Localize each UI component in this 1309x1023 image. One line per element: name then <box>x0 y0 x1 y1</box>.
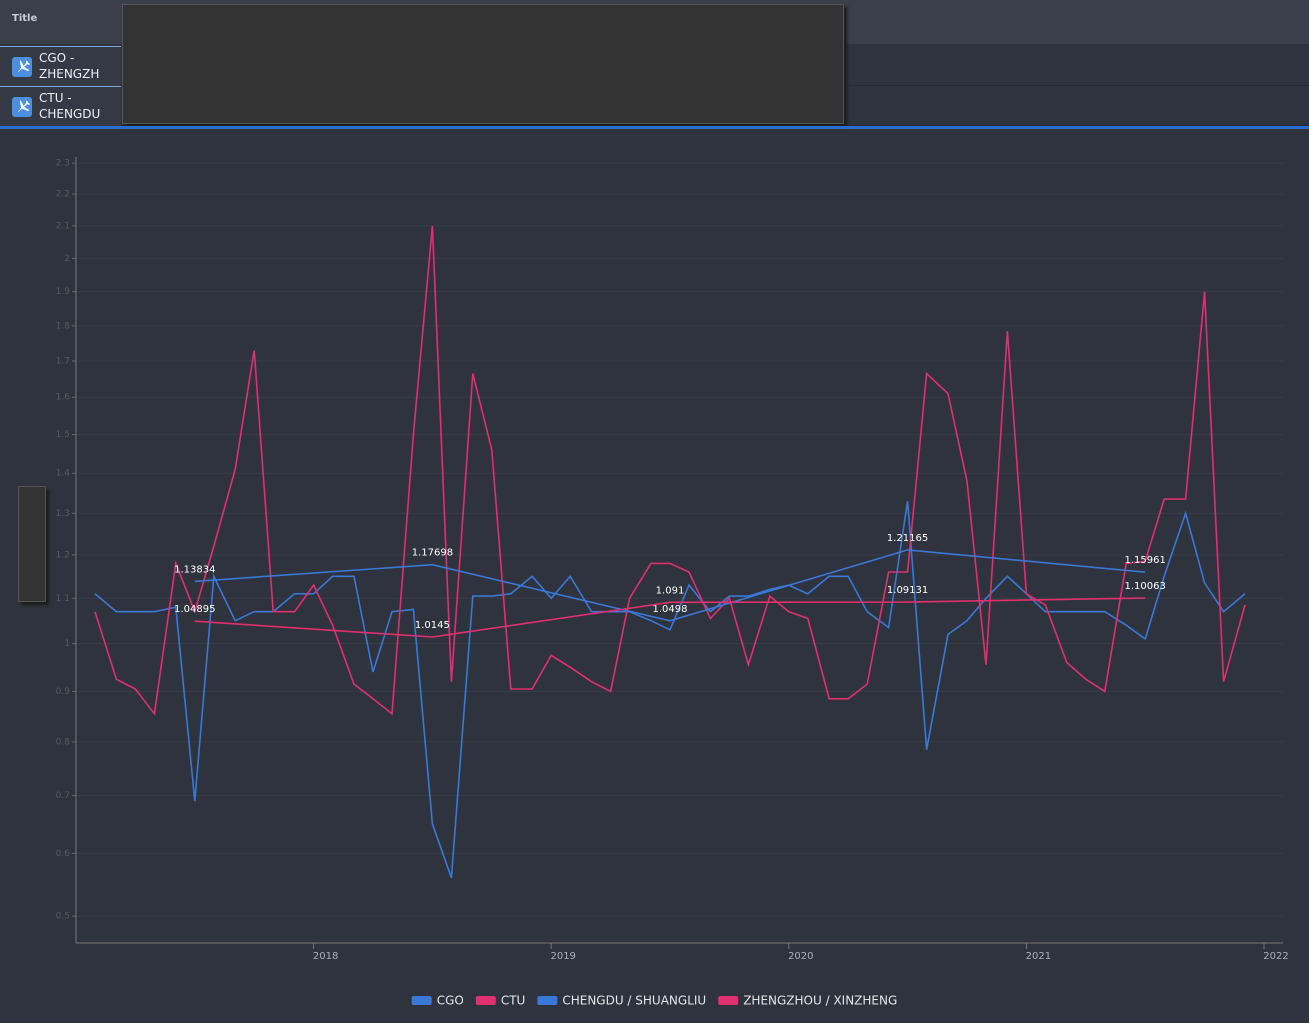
y-tick-label: 0.9 <box>56 687 71 697</box>
legend-swatch <box>475 996 496 1005</box>
x-tick-label: 2021 <box>1026 951 1051 962</box>
row-cell[interactable]: CTU - CHENGDU <box>0 86 121 126</box>
series-line <box>94 500 1246 879</box>
x-tick-label: 2022 <box>1263 951 1288 962</box>
series-line <box>194 597 1146 638</box>
legend-label: CTU <box>501 994 526 1008</box>
legend-label: ZHENGZHOU / XINZHENG <box>743 994 897 1008</box>
row[interactable]: CTU - CHENGDU <box>0 86 1309 126</box>
plane-icon <box>12 97 32 117</box>
y-tick-label: 2.3 <box>56 159 70 169</box>
data-label: 1.09131 <box>887 585 928 596</box>
y-tick-label: 1.5 <box>56 430 70 440</box>
row-label: CTU - CHENGDU <box>39 91 101 121</box>
y-tick-label: 0.7 <box>56 791 70 801</box>
x-tick-label: 2018 <box>313 951 338 962</box>
data-label: 1.10063 <box>1125 581 1166 592</box>
y-tick-label: 1.3 <box>56 509 70 519</box>
popup <box>122 4 844 124</box>
y-tick-label: 0.8 <box>56 737 71 747</box>
y-tick-label: 1.2 <box>56 550 70 560</box>
y-tick-label: 1.6 <box>56 393 71 403</box>
y-tick-label: 2.1 <box>56 221 70 231</box>
data-label: 1.13834 <box>174 564 215 575</box>
y-tick-label: 1.7 <box>56 357 70 367</box>
data-label: 1.15961 <box>1125 555 1166 566</box>
series-line <box>194 549 1146 622</box>
legend-label: CGO <box>437 994 464 1008</box>
y-tick-label: 2.2 <box>56 190 70 200</box>
data-label: 1.091 <box>656 585 685 596</box>
legend-swatch <box>537 996 558 1005</box>
series-line <box>94 225 1246 716</box>
y-tick-label: 1 <box>64 639 70 649</box>
row-label: CGO - ZHENGZH <box>39 51 100 81</box>
y-tick-label: 1.4 <box>56 469 71 479</box>
data-label: 1.0498 <box>652 604 687 615</box>
y-tick-label: 2 <box>64 254 70 264</box>
x-tick-label: 2020 <box>788 951 813 962</box>
y-tick-label: 1.8 <box>56 321 71 331</box>
plane-icon <box>12 57 32 77</box>
legend: CGO CTU CHENGDU / SHUANGLIU ZHENGZHOU / XIN… <box>411 994 897 1008</box>
y-tick-label: 0.5 <box>56 912 70 922</box>
y-tick-label: 1.1 <box>56 594 70 604</box>
data-label: 1.21165 <box>887 533 928 544</box>
data-label: 1.04895 <box>174 604 215 615</box>
legend-label: CHENGDU / SHUANGLIU <box>562 994 706 1008</box>
legend-swatch <box>411 996 432 1005</box>
data-label: 1.0145 <box>415 620 450 631</box>
column-title: Title <box>12 13 38 24</box>
y-tick-label: 0.6 <box>56 849 71 859</box>
side-panel[interactable] <box>18 486 46 602</box>
divider <box>0 126 1309 129</box>
x-tick-label: 2019 <box>550 951 575 962</box>
legend-swatch <box>718 996 739 1005</box>
y-tick-label: 1.9 <box>56 287 71 297</box>
row-cell[interactable]: CGO - ZHENGZH <box>0 46 121 86</box>
data-label: 1.17698 <box>412 548 453 559</box>
